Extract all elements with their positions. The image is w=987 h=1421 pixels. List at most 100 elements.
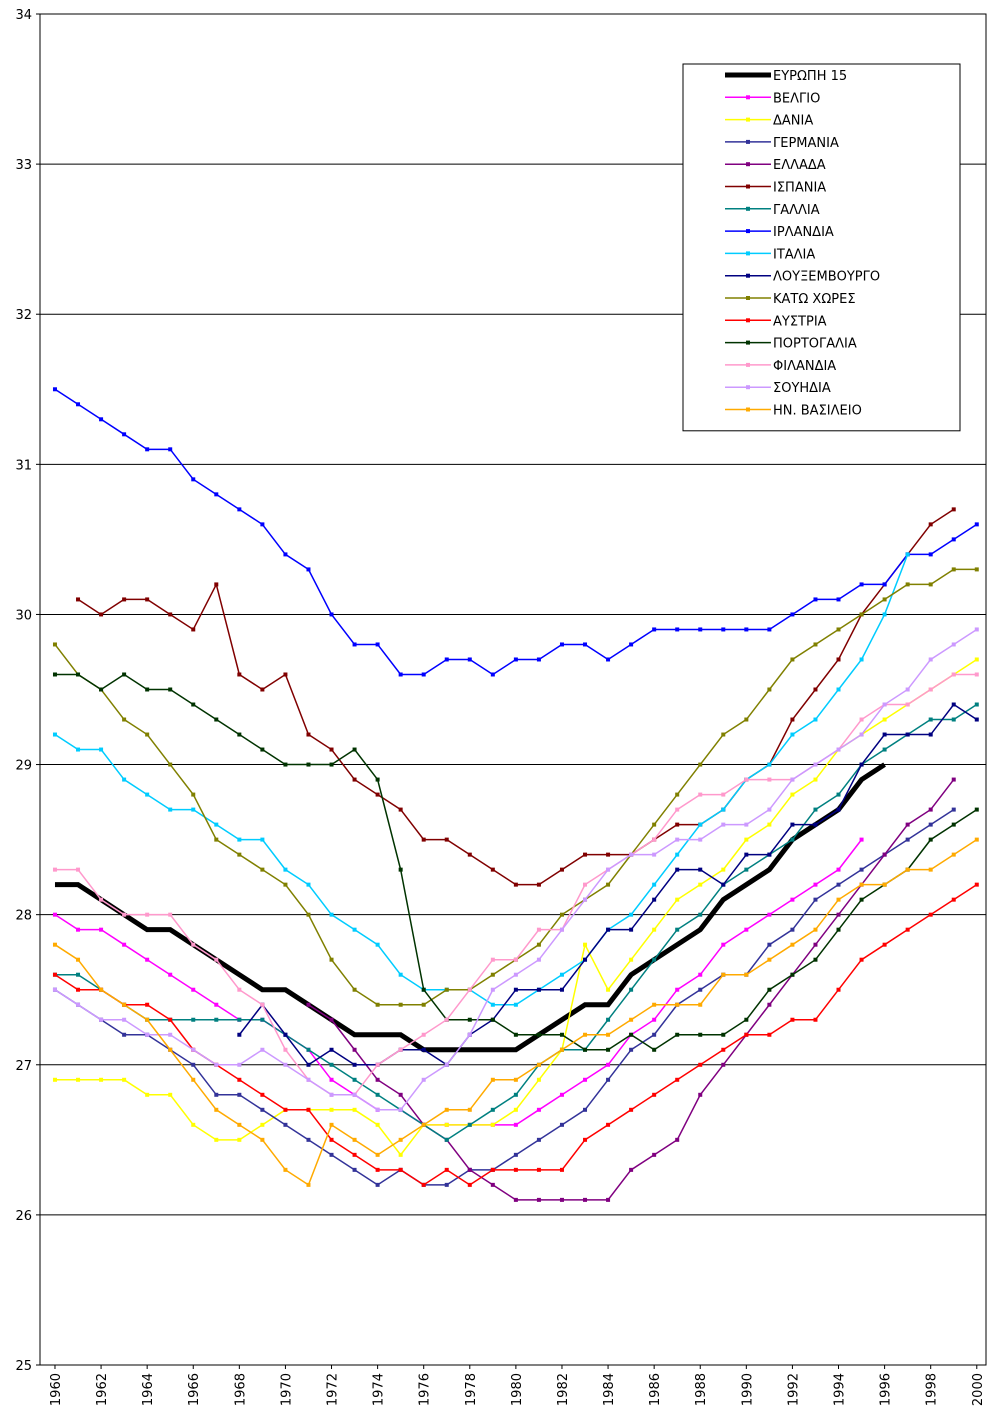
point	[398, 1107, 403, 1112]
point	[698, 792, 703, 797]
point	[629, 1047, 634, 1052]
point	[191, 1047, 196, 1052]
point	[398, 972, 403, 977]
point	[536, 1137, 541, 1142]
point	[260, 867, 265, 872]
point	[283, 672, 288, 677]
point	[675, 927, 680, 932]
point	[536, 942, 541, 947]
point	[260, 1017, 265, 1022]
point	[145, 957, 150, 962]
y-tick-label: 26	[15, 1209, 32, 1224]
point	[675, 822, 680, 827]
point	[145, 912, 150, 917]
point	[928, 867, 933, 872]
point	[698, 837, 703, 842]
point	[790, 657, 795, 662]
point	[490, 1077, 495, 1082]
legend-label: ΙΤΑΛΙΑ	[773, 247, 815, 262]
y-tick-label: 28	[15, 909, 32, 924]
point	[513, 1122, 518, 1127]
point	[99, 612, 104, 617]
point	[76, 1002, 81, 1007]
point	[52, 942, 57, 947]
point	[306, 882, 311, 887]
point	[744, 822, 749, 827]
point	[675, 1137, 680, 1142]
point	[260, 1047, 265, 1052]
point	[836, 687, 841, 692]
point	[583, 897, 588, 902]
point	[790, 777, 795, 782]
point	[99, 987, 104, 992]
legend-marker	[746, 184, 750, 189]
point	[675, 792, 680, 797]
x-tick-label: 1964	[141, 1373, 156, 1406]
point	[951, 567, 956, 572]
legend-marker	[746, 251, 750, 256]
point	[767, 1032, 772, 1037]
point	[168, 1047, 173, 1052]
point	[790, 732, 795, 737]
point	[168, 807, 173, 812]
point	[99, 927, 104, 932]
legend-label: ΕΛΛΑΔΑ	[773, 158, 826, 173]
point	[421, 1002, 426, 1007]
point	[490, 1107, 495, 1112]
point	[813, 957, 818, 962]
point	[790, 942, 795, 947]
point	[352, 1137, 357, 1142]
point	[583, 1137, 588, 1142]
point	[214, 492, 219, 497]
point	[813, 777, 818, 782]
point	[606, 1017, 611, 1022]
point	[698, 627, 703, 632]
point	[559, 1032, 564, 1037]
point	[513, 957, 518, 962]
point	[329, 1017, 334, 1022]
point	[606, 927, 611, 932]
point	[698, 822, 703, 827]
point	[629, 1167, 634, 1172]
point	[352, 1062, 357, 1067]
point	[306, 732, 311, 737]
series-line	[54, 808, 955, 1186]
point	[513, 882, 518, 887]
point	[214, 1092, 219, 1097]
point	[974, 672, 979, 677]
point	[444, 1107, 449, 1112]
point	[329, 1152, 334, 1157]
point	[283, 882, 288, 887]
point	[191, 1062, 196, 1067]
point	[536, 1062, 541, 1067]
point	[490, 672, 495, 677]
point	[951, 507, 956, 512]
point	[698, 1062, 703, 1067]
point	[974, 702, 979, 707]
point	[122, 912, 127, 917]
point	[698, 1002, 703, 1007]
point	[744, 852, 749, 857]
legend-label: ΣΟΥΗΔΙΑ	[773, 381, 831, 396]
point	[905, 837, 910, 842]
point	[974, 627, 979, 632]
point	[813, 927, 818, 932]
point	[951, 537, 956, 542]
point	[974, 522, 979, 527]
point	[122, 1017, 127, 1022]
point	[905, 702, 910, 707]
point	[536, 1167, 541, 1172]
point	[767, 627, 772, 632]
point	[583, 1047, 588, 1052]
point	[905, 687, 910, 692]
point	[559, 912, 564, 917]
point	[191, 477, 196, 482]
x-tick-label: 1988	[694, 1373, 709, 1406]
point	[168, 912, 173, 917]
y-tick-label: 30	[15, 608, 32, 623]
point	[790, 897, 795, 902]
point	[652, 957, 657, 962]
point	[513, 1032, 518, 1037]
point	[859, 657, 864, 662]
point	[260, 522, 265, 527]
